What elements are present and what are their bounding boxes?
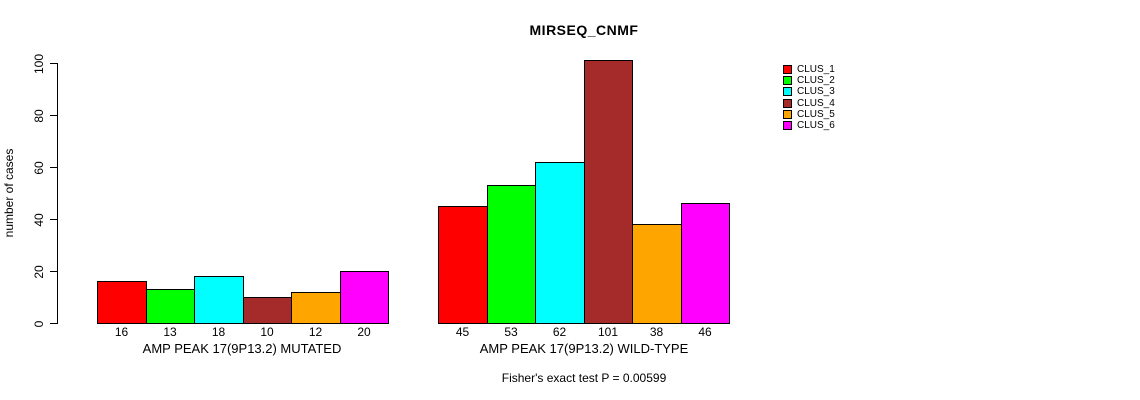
y-tick bbox=[50, 271, 57, 272]
y-axis-line bbox=[57, 63, 58, 324]
chart-title: MIRSEQ_CNMF bbox=[529, 22, 639, 38]
legend-swatch-clus_3 bbox=[783, 87, 792, 96]
bar-clus_4 bbox=[584, 60, 633, 324]
legend-label: CLUS_6 bbox=[797, 120, 835, 131]
bar-value-label: 18 bbox=[211, 325, 226, 339]
group-label-wild-type: AMP PEAK 17(9P13.2) WILD-TYPE bbox=[479, 341, 689, 356]
bar-value-label: 101 bbox=[597, 325, 619, 339]
y-tick bbox=[50, 219, 57, 220]
legend-swatch-clus_4 bbox=[783, 99, 792, 108]
bar-clus_3 bbox=[194, 276, 244, 324]
y-tick bbox=[50, 323, 57, 324]
bar-value-label: 62 bbox=[552, 325, 567, 339]
bar-value-label: 13 bbox=[163, 325, 177, 339]
bar-value-label: 53 bbox=[504, 325, 518, 339]
bar-clus_5 bbox=[291, 292, 341, 324]
bar-clus_1 bbox=[97, 281, 147, 324]
legend-label: CLUS_3 bbox=[797, 86, 835, 97]
bar-clus_6 bbox=[340, 271, 389, 324]
y-tick bbox=[50, 63, 57, 64]
bar-value-label: 12 bbox=[308, 325, 323, 339]
group-label-mutated: AMP PEAK 17(9P13.2) MUTATED bbox=[142, 341, 342, 356]
legend-label: CLUS_2 bbox=[797, 75, 835, 86]
legend-swatch-clus_6 bbox=[783, 121, 792, 130]
bar-clus_6 bbox=[681, 203, 730, 324]
legend-label: CLUS_4 bbox=[797, 98, 835, 109]
legend-swatch-clus_5 bbox=[783, 110, 792, 119]
y-tick bbox=[50, 115, 57, 116]
bar-clus_3 bbox=[535, 162, 585, 324]
bar-value-label: 38 bbox=[649, 325, 664, 339]
legend-swatch-clus_1 bbox=[783, 65, 792, 74]
legend-label: CLUS_1 bbox=[797, 64, 835, 75]
bar-value-label: 10 bbox=[260, 325, 274, 339]
legend-swatch-clus_2 bbox=[783, 76, 792, 85]
bar-clus_4 bbox=[243, 297, 292, 324]
legend-label: CLUS_5 bbox=[797, 109, 835, 120]
y-tick bbox=[50, 167, 57, 168]
bar-clus_5 bbox=[632, 224, 682, 324]
fisher-test-annotation: Fisher's exact test P = 0.00599 bbox=[501, 371, 667, 385]
bar-value-label: 16 bbox=[114, 325, 129, 339]
bar-value-label: 46 bbox=[698, 325, 712, 339]
bar-value-label: 45 bbox=[455, 325, 470, 339]
bar-value-label: 20 bbox=[357, 325, 371, 339]
